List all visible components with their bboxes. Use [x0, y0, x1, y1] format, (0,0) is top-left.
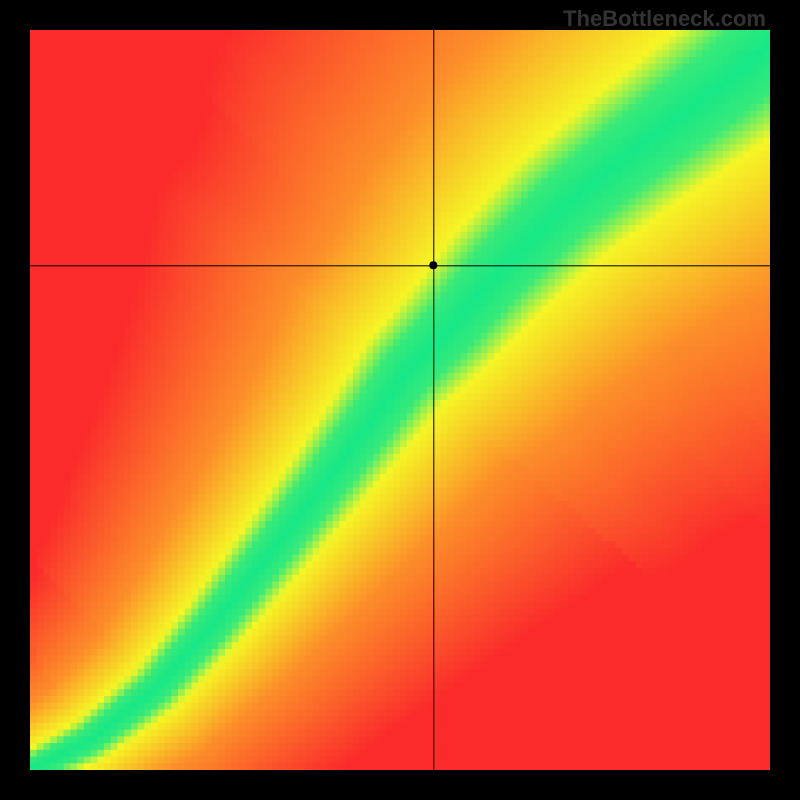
chart-container: { "chart": { "type": "heatmap", "canvas_…: [0, 0, 800, 800]
crosshair-overlay: [0, 0, 800, 800]
watermark-text: TheBottleneck.com: [563, 6, 766, 32]
